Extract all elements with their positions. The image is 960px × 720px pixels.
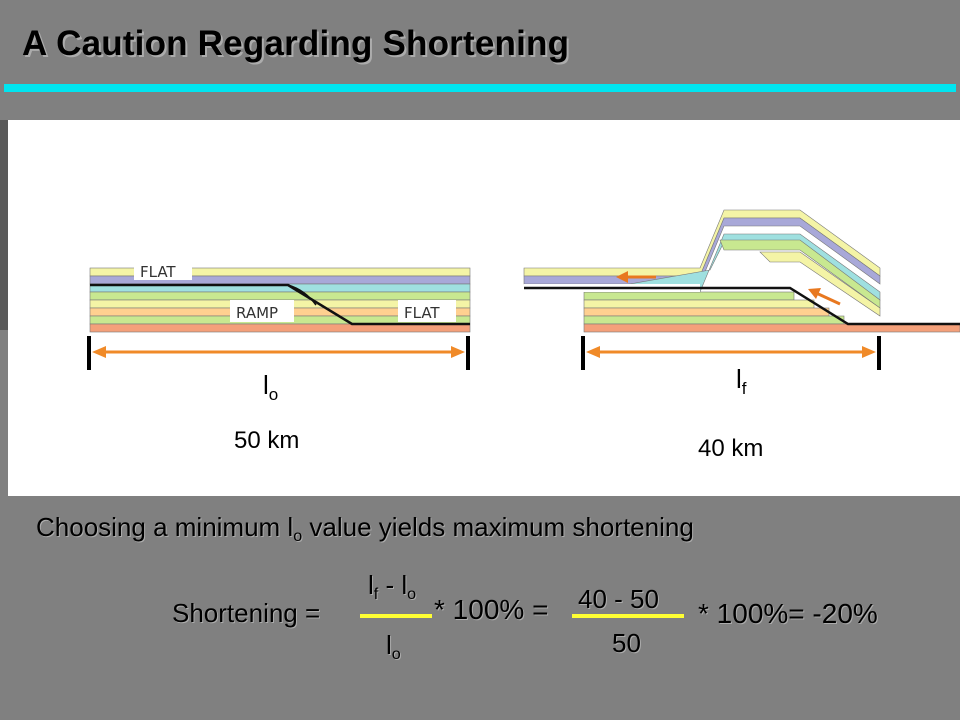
- den-sub-o: o: [391, 644, 401, 663]
- final-length-measure: [581, 336, 881, 370]
- flat-bottom-label-bg: [398, 300, 456, 322]
- num-mid: - l: [378, 570, 408, 600]
- equation-lhs: Shortening =: [172, 598, 321, 628]
- fraction2-bar: [572, 614, 684, 618]
- fraction1-denominator: lo: [386, 630, 401, 663]
- layer-orange: [89, 323, 471, 333]
- fw-layer-orange: [583, 323, 960, 333]
- ramp-leader: [287, 284, 317, 306]
- panel-edge-shadow: [0, 120, 8, 330]
- slip-arrow-ramp-head: [808, 288, 821, 299]
- caption: Choosing a minimum lo value yields maxim…: [36, 512, 694, 545]
- slip-arrow-upper-head: [616, 271, 628, 283]
- num-sub-f: f: [373, 584, 379, 603]
- lf-arrow-left-head: [586, 346, 600, 358]
- flat-top-label-bg: [134, 260, 192, 280]
- caption-subscript: o: [293, 526, 303, 545]
- lo-symbol: lo: [263, 370, 278, 404]
- layer-green: [89, 291, 471, 301]
- initial-cross-section: FLAT RAMP FLAT: [89, 260, 471, 333]
- caption-after: value yields maximum shortening: [302, 512, 694, 542]
- lo-arrow-right-head: [451, 346, 465, 358]
- den-l: l: [386, 630, 392, 660]
- num-sub-o: o: [407, 584, 417, 603]
- slip-arrow-ramp-shaft: [813, 290, 841, 306]
- flat-top-label: FLAT: [140, 263, 176, 281]
- equation-times-1: * 100% =: [434, 594, 549, 625]
- ramp-label-bg: [230, 300, 294, 322]
- fraction1-numerator: lf - lo: [368, 570, 417, 603]
- equation-result: * 100%= -20%: [698, 598, 878, 629]
- initial-length-measure: [87, 336, 470, 370]
- fault-line: [90, 283, 470, 326]
- fraction2-numerator: 40 - 50: [578, 584, 659, 614]
- lo-value: 50 km: [234, 427, 299, 454]
- fw-layer-green-2: [583, 315, 845, 325]
- fault-line-deformed: [524, 286, 960, 326]
- flat-bottom-label: FLAT: [404, 304, 440, 322]
- fw-layer-tan: [583, 307, 830, 317]
- fraction1-bar: [360, 614, 432, 618]
- title-underline: [4, 84, 956, 92]
- lf-value: 40 km: [698, 435, 763, 462]
- ramp-label: RAMP: [236, 304, 278, 322]
- lf-symbol: lf: [736, 364, 747, 398]
- hw-layer-yellow-2: [759, 251, 881, 317]
- lf-arrow-right-head: [862, 346, 876, 358]
- caption-before: Choosing a minimum l: [36, 512, 294, 542]
- fraction2-denominator: 50: [612, 628, 641, 658]
- fw-layer-green: [583, 291, 795, 301]
- slide-title: A Caution Regarding Shortening: [22, 24, 570, 63]
- deformed-cross-section: [523, 209, 960, 333]
- lo-arrow-left-head: [92, 346, 106, 358]
- num-l1: l: [368, 570, 374, 600]
- hw-layer-cyan: [583, 233, 881, 301]
- fw-layer-yellow: [583, 299, 815, 309]
